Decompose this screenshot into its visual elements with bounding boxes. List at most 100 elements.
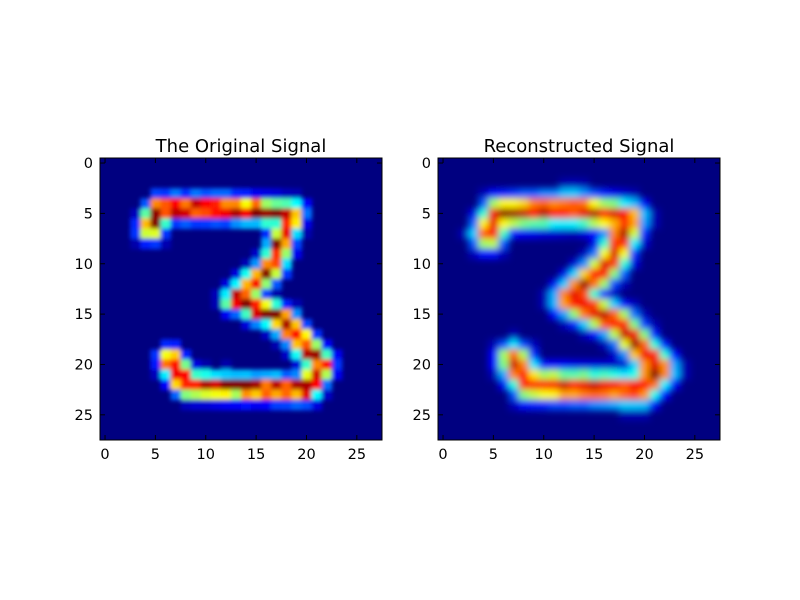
reconstructed-x-tick-label: 10 <box>535 447 553 463</box>
original-heatmap-cell <box>130 208 141 220</box>
original-heatmap-cell <box>311 369 323 381</box>
original-heatmap-cell <box>271 198 282 209</box>
reconstructed-heatmap-cell <box>498 238 510 250</box>
reconstructed-heatmap-cell <box>649 208 661 220</box>
original-heatmap-cell <box>241 309 252 320</box>
reconstructed-heatmap-cell <box>548 288 560 300</box>
reconstructed-heatmap-cell <box>558 359 570 371</box>
reconstructed-heatmap-cell <box>518 228 530 240</box>
reconstructed-heatmap-cell <box>589 268 600 280</box>
reconstructed-x-tick-label: 15 <box>585 447 603 463</box>
reconstructed-heatmap-cell <box>528 198 540 209</box>
original-heatmap-cell <box>311 349 323 361</box>
reconstructed-heatmap-cell <box>528 228 540 240</box>
reconstructed-heatmap-cell <box>629 238 641 250</box>
original-heatmap-cell <box>220 188 232 199</box>
original-heatmap-cell <box>220 399 232 411</box>
original-heatmap-cell <box>311 399 323 411</box>
original-heatmap-cell <box>220 359 232 371</box>
original-heatmap-cell <box>271 379 282 391</box>
reconstructed-heatmap-cell <box>609 339 620 350</box>
reconstructed-heatmap-cell <box>599 218 610 230</box>
original-heatmap-cell <box>321 379 333 391</box>
reconstructed-heatmap-cell <box>639 339 651 350</box>
original-heatmap-cell <box>281 329 292 340</box>
reconstructed-heatmap-cell <box>528 218 540 230</box>
reconstructed-heatmap-cell <box>639 198 651 209</box>
original-heatmap-cell <box>220 278 232 290</box>
original-heatmap-cell <box>301 319 313 330</box>
reconstructed-heatmap-cell <box>488 188 500 199</box>
original-heatmap-cell <box>271 299 282 310</box>
reconstructed-heatmap-cell <box>508 198 520 209</box>
original-heatmap-cell <box>180 198 192 209</box>
original-heatmap-cell <box>230 268 242 280</box>
original-heatmap-cell <box>170 369 182 381</box>
reconstructed-heatmap-cell <box>488 218 500 230</box>
reconstructed-heatmap-cell <box>639 389 651 401</box>
reconstructed-heatmap-cell <box>488 198 500 209</box>
original-heatmap-cell <box>130 238 141 250</box>
reconstructed-heatmap-cell <box>619 309 630 320</box>
reconstructed-heatmap-cell <box>568 399 580 411</box>
reconstructed-heatmap-cell <box>579 268 590 280</box>
reconstructed-heatmap-cell <box>629 369 641 381</box>
reconstructed-heatmap-cell <box>619 218 630 230</box>
reconstructed-signal-axes: Reconstructed Signal 0 5 10 15 20 25 0 5 10 15 20 2… <box>413 136 721 463</box>
reconstructed-heatmap-cell <box>528 379 540 391</box>
reconstructed-heatmap-cell <box>629 248 641 260</box>
original-heatmap-cell <box>160 218 172 230</box>
reconstructed-heatmap-cell <box>568 268 580 280</box>
reconstructed-heatmap-cell <box>558 278 570 290</box>
original-heatmap-cell <box>160 228 172 240</box>
original-heatmap-cell <box>251 208 262 220</box>
original-heatmap-cell <box>140 218 151 230</box>
original-heatmap-cell <box>200 399 212 411</box>
original-heatmap-cell <box>251 389 262 401</box>
original-heatmap-cell <box>261 369 272 381</box>
reconstructed-heatmap-cell <box>679 369 691 381</box>
reconstructed-heatmap-cell <box>558 379 570 391</box>
reconstructed-heatmap-cell <box>478 188 489 199</box>
reconstructed-heatmap-cell <box>468 238 479 250</box>
reconstructed-heatmap-cell <box>478 198 489 209</box>
reconstructed-heatmap-cell <box>629 399 641 411</box>
original-heatmap-cell <box>230 369 242 381</box>
reconstructed-heatmap-cell <box>609 349 620 361</box>
reconstructed-heatmap-cell <box>579 208 590 220</box>
reconstructed-heatmap-cell <box>488 369 500 381</box>
original-heatmap-cell <box>281 238 292 250</box>
reconstructed-heatmap-cell <box>639 349 651 361</box>
reconstructed-heatmap-cell <box>609 208 620 220</box>
reconstructed-heatmap-cell <box>558 228 570 240</box>
reconstructed-heatmap-cell <box>589 188 600 199</box>
reconstructed-heatmap-cell <box>518 389 530 401</box>
reconstructed-heatmap-cell <box>579 309 590 320</box>
original-heatmap-cell <box>291 248 303 260</box>
reconstructed-heatmap-cell <box>589 329 600 340</box>
reconstructed-heatmap-cell <box>609 319 620 330</box>
original-heatmap-cell <box>261 218 272 230</box>
reconstructed-heatmap-cell <box>649 218 661 230</box>
reconstructed-heatmap-cell <box>589 238 600 250</box>
original-y-tick-label: 25 <box>75 408 93 424</box>
reconstructed-heatmap-cell <box>579 319 590 330</box>
reconstructed-heatmap-cell <box>528 389 540 401</box>
original-heatmap-cell <box>281 208 292 220</box>
reconstructed-heatmap-cell <box>629 299 641 310</box>
reconstructed-x-tick-label: 0 <box>438 447 447 463</box>
reconstructed-heatmap-cell <box>558 309 570 320</box>
reconstructed-heatmap-cell <box>639 218 651 230</box>
original-heatmap-cell <box>271 218 282 230</box>
reconstructed-heatmap-cell <box>589 359 600 371</box>
reconstructed-heatmap-cell <box>669 359 681 371</box>
original-heatmap-cell <box>210 399 222 411</box>
reconstructed-heatmap-cell <box>548 278 560 290</box>
reconstructed-heatmap-cell <box>659 349 671 361</box>
original-heatmap-cell <box>281 268 292 280</box>
reconstructed-heatmap-cell <box>468 248 479 260</box>
original-heatmap-cell <box>301 369 313 381</box>
reconstructed-heatmap-cell <box>538 389 550 401</box>
reconstructed-heatmap-cell <box>518 349 530 361</box>
reconstructed-heatmap-cell <box>609 329 620 340</box>
